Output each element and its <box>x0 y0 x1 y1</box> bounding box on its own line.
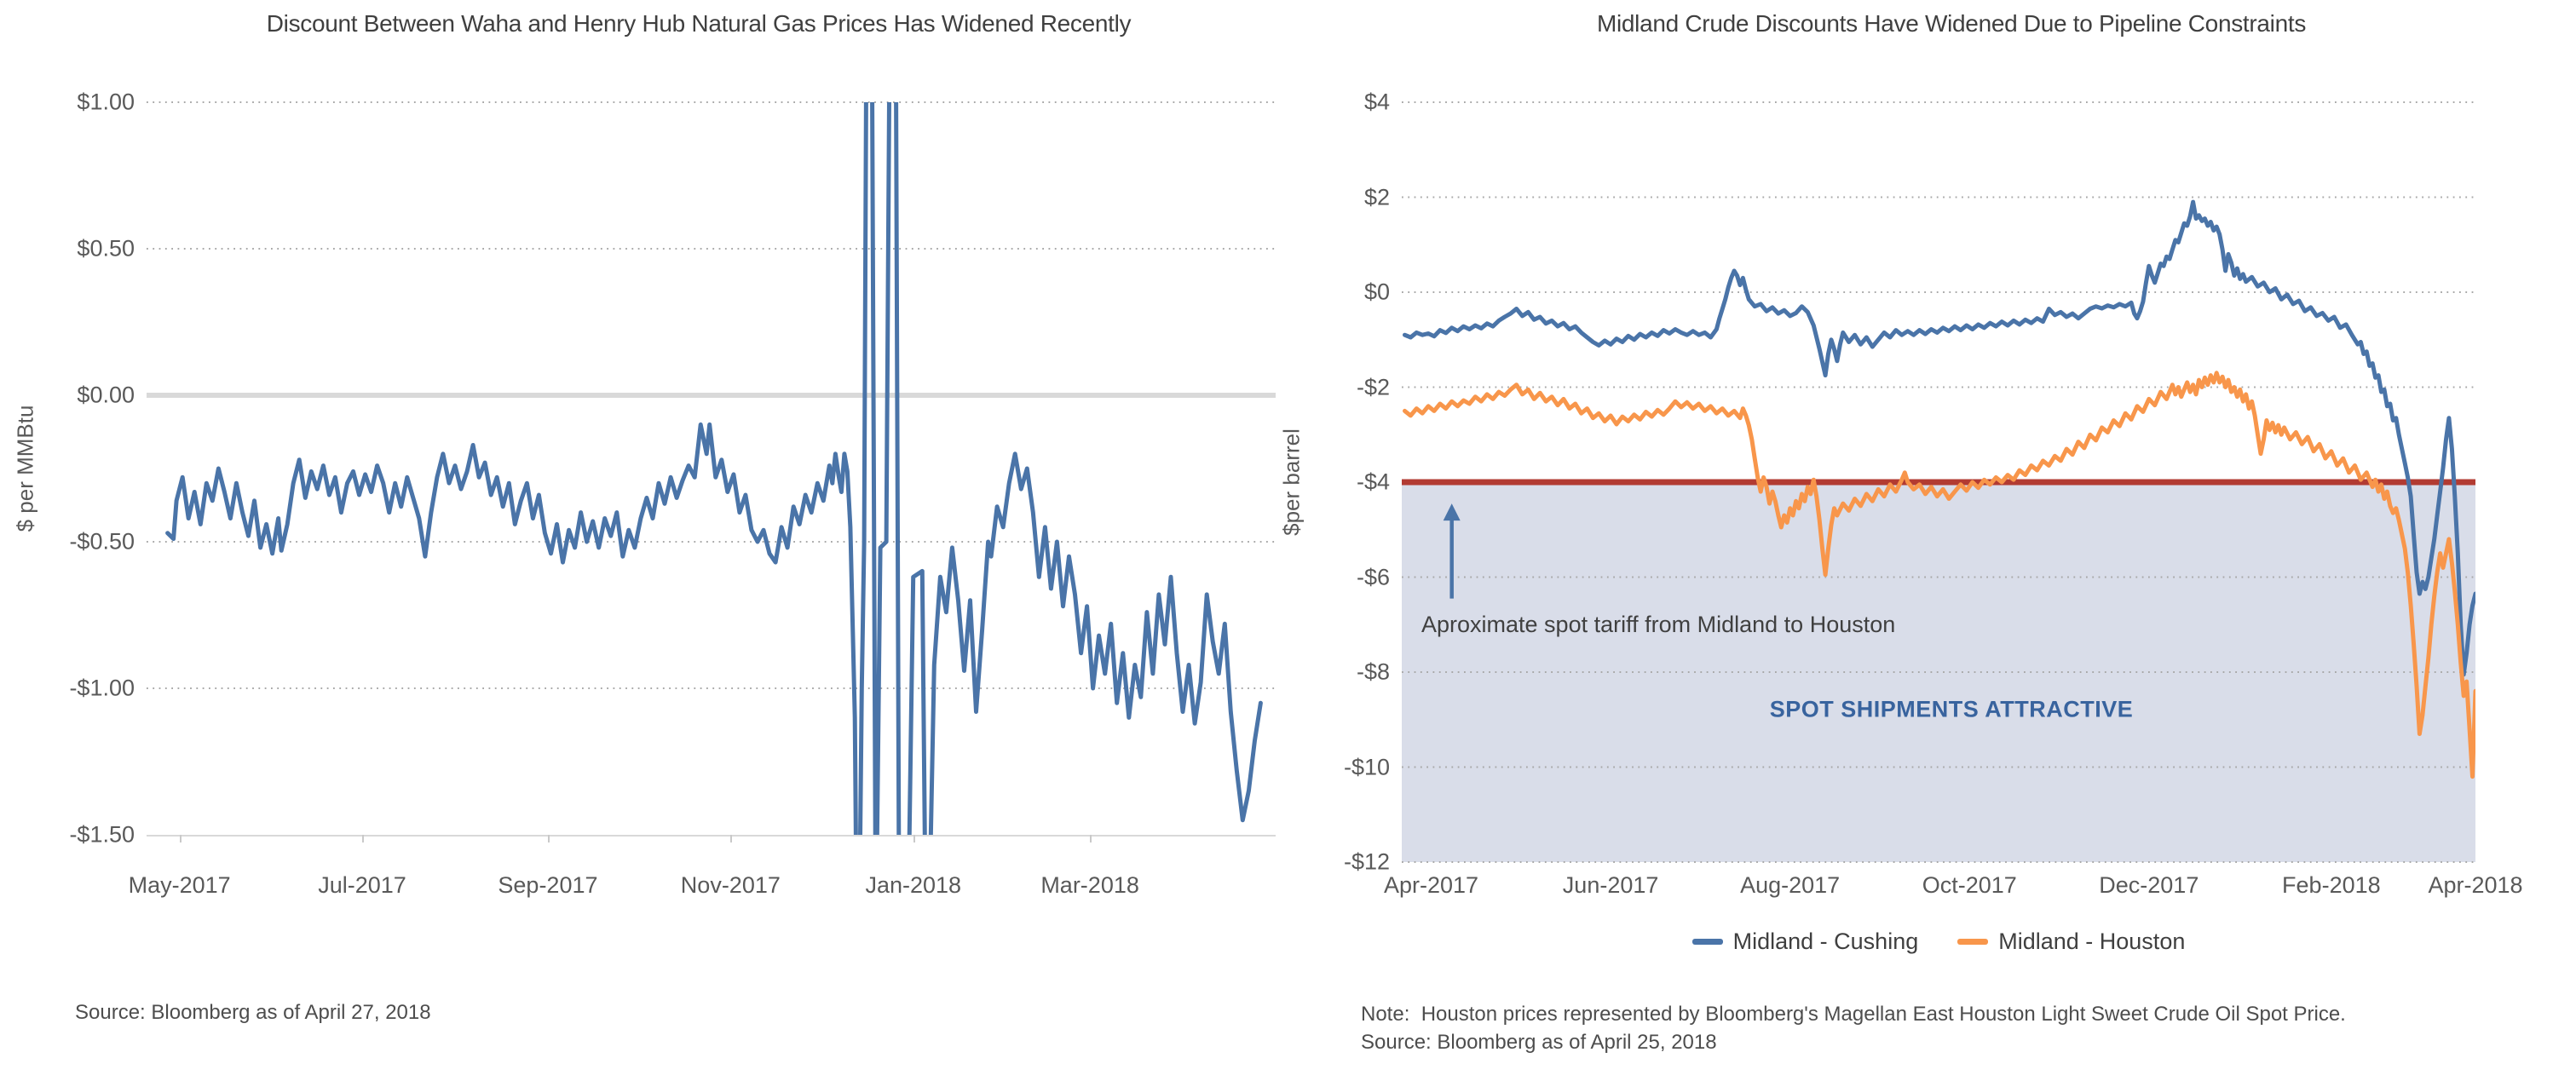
legend-item-midland-cushing: Midland - Cushing <box>1691 929 1919 955</box>
x-tick-label: Feb-2018 <box>2282 872 2381 898</box>
series-line-0 <box>165 102 1263 835</box>
waha-chart-title: Discount Between Waha and Henry Hub Natu… <box>266 10 1132 37</box>
x-tick-label: Aug-2017 <box>1740 872 1841 898</box>
y-tick-label: -$1.00 <box>69 675 135 701</box>
x-tick-mark <box>362 835 365 842</box>
x-tick-mark <box>179 835 182 842</box>
y-tick-label: -$4 <box>1356 469 1390 495</box>
midland-note-line2: Source: Bloomberg as of April 25, 2018 <box>1361 1031 1717 1054</box>
x-tick-label: May-2017 <box>128 872 231 898</box>
y-tick-label: -$1.50 <box>69 821 135 848</box>
plot-svg <box>147 101 1276 835</box>
y-tick-label: -$0.50 <box>69 528 135 555</box>
waha-source-text: Source: Bloomberg as of April 27, 2018 <box>75 1001 431 1024</box>
plot-svg <box>1402 101 2475 863</box>
x-tick-label: Apr-2017 <box>1383 872 1479 898</box>
x-tick-mark <box>913 835 915 842</box>
midland-legend: Midland - Cushing Midland - Houston <box>1402 929 2475 955</box>
x-tick-label: Mar-2018 <box>1040 872 1139 898</box>
midland-chart-title: Midland Crude Discounts Have Widened Due… <box>1596 10 2307 37</box>
x-tick-label: Jan-2018 <box>865 872 962 898</box>
x-tick-mark <box>730 835 733 842</box>
midland-note-line1: Note: Houston prices represented by Bloo… <box>1361 1003 2346 1026</box>
x-tick-mark <box>547 835 550 842</box>
x-tick-label: Jul-2017 <box>318 872 406 898</box>
x-tick-label: Apr-2018 <box>2428 872 2523 898</box>
y-tick-label: -$10 <box>1343 754 1390 779</box>
legend-label-midland-houston: Midland - Houston <box>1998 929 2186 954</box>
x-tick-mark <box>1090 835 1092 842</box>
midland-note-text: Note: Houston prices represented by Bloo… <box>1361 1000 2346 1056</box>
tariff-annotation-label: Aproximate spot tariff from Midland to H… <box>1421 612 1896 637</box>
x-tick-label: Oct-2017 <box>1922 872 2017 898</box>
y-tick-label: $4 <box>1363 89 1390 115</box>
x-tick-label: Jun-2017 <box>1562 872 1659 898</box>
y-tick-label: $0 <box>1363 279 1390 305</box>
x-tick-label: Sep-2017 <box>498 872 598 898</box>
tariff-arrow-head-icon <box>1443 503 1461 521</box>
y-tick-label: $0.00 <box>77 382 135 408</box>
legend-swatch-midland-houston <box>1957 939 1989 945</box>
legend-swatch-midland-cushing <box>1691 939 1723 945</box>
midland-plot-area <box>1402 101 2475 863</box>
x-tick-label: Dec-2017 <box>2099 872 2199 898</box>
legend-item-midland-houston: Midland - Houston <box>1957 929 2185 955</box>
spot-shipments-band <box>1402 482 2475 862</box>
x-tick-label: Nov-2017 <box>680 872 781 898</box>
legend-label-midland-cushing: Midland - Cushing <box>1732 929 1919 954</box>
y-tick-label: -$8 <box>1356 658 1390 685</box>
waha-plot-area <box>147 101 1276 835</box>
x-axis-line <box>147 835 1276 837</box>
y-tick-label: $0.50 <box>77 235 135 262</box>
y-tick-label: -$12 <box>1343 848 1390 875</box>
spot-shipments-band-label: SPOT SHIPMENTS ATTRACTIVE <box>1769 696 2134 722</box>
series-line-1 <box>1403 371 2475 779</box>
y-tick-label: $1.00 <box>77 89 135 115</box>
y-tick-label: -$2 <box>1356 374 1390 400</box>
y-tick-label: -$6 <box>1356 564 1390 589</box>
y-tick-label: $2 <box>1363 184 1390 210</box>
series-line-0 <box>1403 199 2475 677</box>
